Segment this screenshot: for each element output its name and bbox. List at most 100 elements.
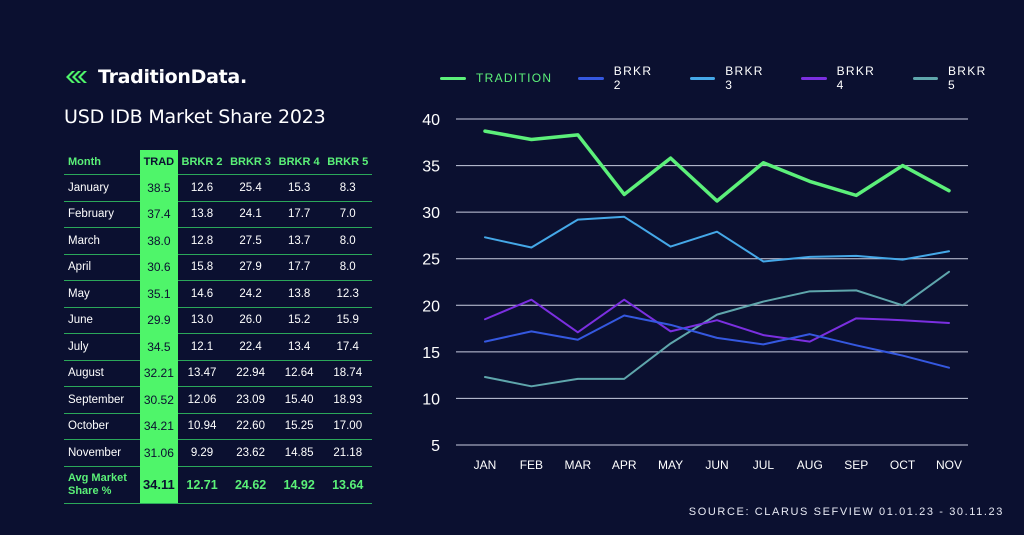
value-cell: 14.6: [177, 280, 227, 308]
legend-label: BRKR 4: [836, 64, 876, 92]
value-cell: 21.18: [323, 439, 372, 467]
month-cell: October: [64, 413, 140, 440]
y-tick-label: 5: [431, 438, 440, 455]
x-tick-label: OCT: [890, 458, 916, 472]
x-tick-label: JUN: [705, 458, 728, 472]
series-line-tradition: [483, 129, 951, 203]
month-cell: January: [64, 174, 140, 202]
legend-swatch: [440, 76, 466, 80]
value-cell: 29.9: [140, 307, 178, 334]
value-cell: 9.29: [177, 439, 227, 467]
table-row: March 38.0 12.8 27.5 13.7 8.0: [64, 227, 372, 255]
value-cell: 22.94: [226, 360, 275, 387]
value-cell: 23.62: [226, 439, 275, 467]
average-row: Avg Market Share % 34.11 12.71 24.62 14.92 13.…: [64, 466, 372, 504]
value-cell: 22.4: [226, 333, 275, 361]
value-cell: 34.21: [140, 413, 178, 440]
value-cell: 17.4: [323, 333, 372, 361]
value-cell: 17.7: [274, 254, 324, 281]
page-title: USD IDB Market Share 2023: [64, 106, 326, 128]
x-tick-label: MAY: [658, 458, 683, 472]
value-cell: 7.0: [323, 201, 372, 228]
y-tick-label: 10: [422, 391, 440, 408]
value-cell: 38.5: [140, 174, 178, 202]
value-cell: 38.0: [140, 227, 178, 255]
month-cell: May: [64, 280, 140, 308]
value-cell: 13.8: [274, 280, 324, 308]
x-tick-label: NOV: [936, 458, 962, 472]
table-row: June 29.9 13.0 26.0 15.2 15.9: [64, 307, 372, 334]
header-trad: TRAD: [140, 150, 178, 175]
table-row: July 34.5 12.1 22.4 13.4 17.4: [64, 333, 372, 361]
series-line-brkr-4: [484, 298, 950, 343]
value-cell: 15.2: [274, 307, 324, 334]
table-header-row: Month TRAD BRKR 2 BRKR 3 BRKR 4 BRKR 5: [64, 150, 372, 175]
series-line-brkr-5: [484, 270, 950, 388]
month-cell: July: [64, 333, 140, 361]
x-tick-label: SEP: [844, 458, 868, 472]
brand-logo: TraditionData.: [64, 64, 247, 90]
table-row: August 32.21 13.47 22.94 12.64 18.74: [64, 360, 372, 387]
month-cell: November: [64, 439, 140, 467]
legend-swatch: [689, 76, 716, 80]
value-cell: 32.21: [140, 360, 178, 387]
legend-label: BRKR 5: [948, 64, 987, 92]
tradition-logo-icon: [66, 71, 87, 83]
value-cell: 13.4: [274, 333, 324, 361]
table-row: November 31.06 9.29 23.62 14.85 21.18: [64, 439, 372, 467]
x-tick-label: FEB: [520, 458, 543, 472]
y-tick-label: 15: [422, 345, 440, 362]
value-cell: 35.1: [140, 280, 178, 308]
value-cell: 24.1: [226, 201, 275, 228]
month-cell: April: [64, 254, 140, 281]
value-cell: 10.94: [177, 413, 227, 440]
value-cell: 12.3: [323, 280, 372, 308]
value-cell: 8.3: [323, 174, 372, 202]
value-cell: 13.7: [274, 227, 324, 255]
average-label: Avg Market Share %: [64, 466, 140, 504]
y-tick-label: 35: [422, 159, 440, 176]
value-cell: 31.06: [140, 439, 178, 467]
value-cell: 24.2: [226, 280, 275, 308]
value-cell: 13.47: [177, 360, 227, 387]
header-brkr3: BRKR 3: [226, 150, 275, 175]
value-cell: 15.9: [323, 307, 372, 334]
header-brkr4: BRKR 4: [274, 150, 324, 175]
average-label-line2: Share %: [68, 484, 112, 497]
value-cell: 27.5: [226, 227, 275, 255]
average-value-cell: 14.92: [274, 466, 324, 504]
header-brkr5: BRKR 5: [323, 150, 372, 175]
line-chart: 40 35 30 25 20 15 10 5 JAN FEB MAR APR MAY JUN JUL AUG S…: [422, 112, 968, 472]
legend-item: BRKR 2: [578, 64, 663, 92]
table-row: May 35.1 14.6 24.2 13.8 12.3: [64, 280, 372, 308]
average-value-cell: 13.64: [323, 466, 372, 504]
month-cell: June: [64, 307, 140, 334]
value-cell: 12.8: [177, 227, 227, 255]
table-row: September 30.52 12.06 23.09 15.40 18.93: [64, 386, 372, 414]
value-cell: 22.60: [226, 413, 275, 440]
month-cell: March: [64, 227, 140, 255]
value-cell: 14.85: [274, 439, 324, 467]
value-cell: 13.0: [177, 307, 227, 334]
y-tick-label: 40: [422, 112, 440, 129]
x-tick-label: AUG: [797, 458, 823, 472]
value-cell: 15.25: [274, 413, 324, 440]
series-line-brkr-2: [484, 314, 950, 369]
legend-item: BRKR 3: [689, 64, 775, 92]
average-label-line1: Avg Market: [68, 471, 127, 484]
source-note: SOURCE: CLARUS SEFVIEW 01.01.23 - 30.11.…: [688, 506, 1004, 518]
brand-name: TraditionData.: [98, 66, 247, 88]
value-cell: 15.3: [274, 174, 324, 202]
value-cell: 15.8: [177, 254, 227, 281]
average-value-cell: 34.11: [140, 466, 178, 504]
table-row: April 30.6 15.8 27.9 17.7 8.0: [64, 254, 372, 281]
legend-label: BRKR 2: [613, 64, 653, 92]
table-row: October 34.21 10.94 22.60 15.25 17.00: [64, 413, 372, 440]
legend-swatch: [912, 76, 938, 80]
header-month: Month: [64, 150, 140, 175]
value-cell: 18.93: [323, 386, 372, 414]
legend-label: TRADITION: [476, 71, 553, 85]
legend-label: BRKR 3: [725, 64, 764, 92]
value-cell: 8.0: [323, 227, 372, 255]
legend-item: BRKR 4: [801, 64, 886, 92]
